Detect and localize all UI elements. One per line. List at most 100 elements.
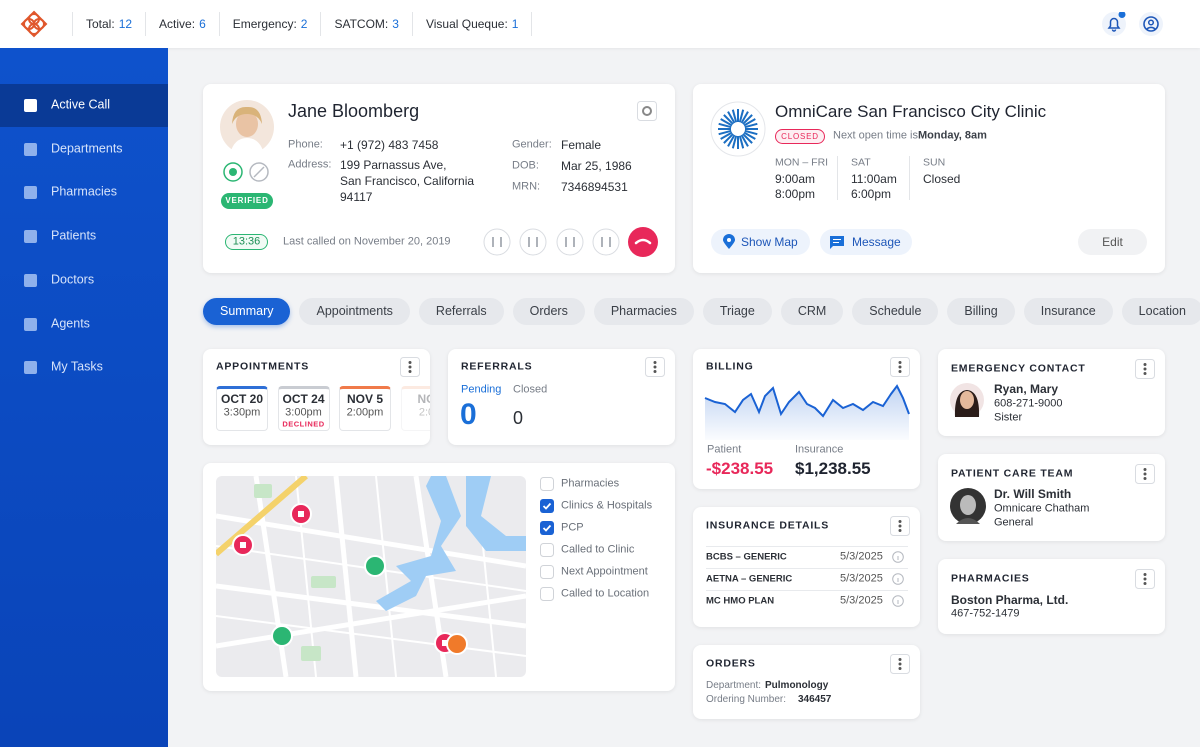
caller-photo [220, 100, 274, 154]
sidebar-icon[interactable] [23, 229, 38, 244]
more-button[interactable] [400, 357, 420, 377]
caller-name: Jane Bloomberg [288, 101, 420, 122]
end-call-button[interactable] [628, 227, 658, 257]
tab[interactable]: CRM [780, 298, 844, 325]
filter-checkbox[interactable] [540, 521, 554, 535]
hours-time: 8:00pm [775, 186, 816, 201]
more-button[interactable] [890, 654, 910, 674]
sidebar-icon[interactable] [23, 98, 38, 113]
field-value: Female [561, 137, 602, 152]
tab[interactable]: Referrals [418, 298, 504, 325]
field-value: 94117 [340, 189, 373, 204]
map [216, 476, 526, 677]
filter-label[interactable]: PCP [561, 521, 584, 534]
message-icon [829, 235, 845, 249]
tab[interactable]: Schedule [852, 298, 939, 325]
sidebar-icon[interactable] [23, 142, 38, 157]
sidebar-item[interactable]: Active Call [51, 97, 111, 112]
more-button[interactable] [1135, 569, 1155, 589]
appointment[interactable]: NOV 5 2:00pm [339, 386, 391, 431]
hours-days: MON – FRI [775, 156, 829, 169]
appointment[interactable]: OCT 20 3:30pm [216, 386, 268, 431]
appointments-strip: OCT 20 3:30pm OCT 24 3:00pm DECLINED NOV 5 2:0… [214, 384, 430, 434]
tab[interactable]: Triage [702, 298, 772, 325]
filter-label[interactable]: Called to Location [561, 587, 650, 600]
tab[interactable]: Insurance [1023, 298, 1113, 325]
notifications-button[interactable] [1102, 12, 1126, 36]
tab[interactable]: Location [1121, 298, 1200, 325]
filter-label[interactable]: Pharmacies [561, 477, 620, 490]
billing-sparkline [703, 382, 913, 440]
sidebar-item[interactable]: Patients [51, 228, 97, 243]
card-title: PATIENT CARE TEAM [951, 467, 1074, 480]
orders-card [693, 645, 920, 719]
sidebar-item[interactable]: Pharmacies [51, 184, 117, 199]
tab[interactable]: Summary [203, 298, 291, 325]
profile-button[interactable] [1139, 12, 1163, 36]
call-control[interactable] [592, 228, 620, 256]
card-title: BILLING [706, 360, 754, 373]
tab[interactable]: Orders [512, 298, 585, 325]
filter-checkbox[interactable] [540, 499, 554, 513]
more-button[interactable] [890, 516, 910, 536]
filter-checkbox[interactable] [540, 565, 554, 579]
appointment[interactable]: NO2:0 [400, 386, 430, 431]
sidebar-item[interactable]: Doctors [51, 272, 95, 287]
sidebar-icon[interactable] [23, 317, 38, 332]
card-title: INSURANCE DETAILS [706, 519, 830, 532]
sidebar-icon[interactable] [23, 273, 38, 288]
call-control[interactable] [556, 228, 584, 256]
sidebar-item[interactable]: Departments [51, 141, 123, 156]
verified-label: VERIFIED [225, 196, 269, 206]
card-title: PHARMACIES [951, 572, 1030, 585]
filter-checkbox[interactable] [540, 543, 554, 557]
show-map-label[interactable]: Show Map [741, 234, 798, 249]
hours-time: 9:00am [775, 171, 816, 186]
contact-photo [950, 383, 984, 417]
insurance-balance: $1,238.55 [795, 458, 871, 478]
department-label: Department: [706, 680, 762, 691]
closed-count: 0 [513, 408, 524, 429]
call-control[interactable] [483, 228, 511, 256]
top-bar [0, 0, 1200, 48]
sidebar-item[interactable]: My Tasks [51, 359, 103, 374]
call-control[interactable] [519, 228, 547, 256]
row-divider [706, 590, 908, 591]
settings-button[interactable] [637, 101, 657, 121]
info-icon[interactable] [892, 573, 904, 585]
appointment[interactable]: OCT 24 3:00pm DECLINED [277, 386, 330, 431]
more-button[interactable] [890, 357, 910, 377]
filter-checkbox[interactable] [540, 477, 554, 491]
edit-button[interactable] [1078, 229, 1147, 255]
sidebar-icon[interactable] [23, 185, 38, 200]
info-icon[interactable] [892, 551, 904, 563]
filter-label[interactable]: Called to Clinic [561, 543, 635, 556]
stat-label: SATCOM: [334, 17, 389, 31]
edit-label[interactable]: Edit [1102, 234, 1123, 249]
insurance-label: Insurance [795, 443, 844, 456]
message-label[interactable]: Message [852, 234, 901, 249]
hours-time: 6:00pm [851, 186, 892, 201]
filter-label[interactable]: Clinics & Hospitals [561, 499, 653, 512]
filter-label[interactable]: Next Appointment [561, 565, 648, 578]
filter-checkbox[interactable] [540, 587, 554, 601]
tab[interactable]: Billing [947, 298, 1015, 325]
appointment-time: 3:30pm [223, 406, 261, 419]
next-open-label: Next open time is [833, 129, 918, 142]
doctor-organization: Omnicare Chatham [994, 502, 1090, 515]
card-title: ORDERS [706, 657, 756, 670]
hours-divider [837, 156, 838, 200]
info-icon[interactable] [892, 595, 904, 607]
pharmacies-card [938, 559, 1165, 634]
stat-value: 6 [199, 17, 206, 31]
tab[interactable]: Pharmacies [593, 298, 694, 325]
sidebar-item[interactable]: Agents [51, 316, 90, 330]
tab[interactable]: Appointments [299, 298, 410, 325]
more-button[interactable] [1135, 464, 1155, 484]
more-button[interactable] [1135, 359, 1155, 379]
stat-item: Active: 6 [145, 12, 219, 36]
more-button[interactable] [645, 357, 665, 377]
sidebar [0, 48, 168, 747]
sidebar-icon[interactable] [23, 360, 38, 375]
appointment-date: OCT 20 [220, 391, 264, 406]
